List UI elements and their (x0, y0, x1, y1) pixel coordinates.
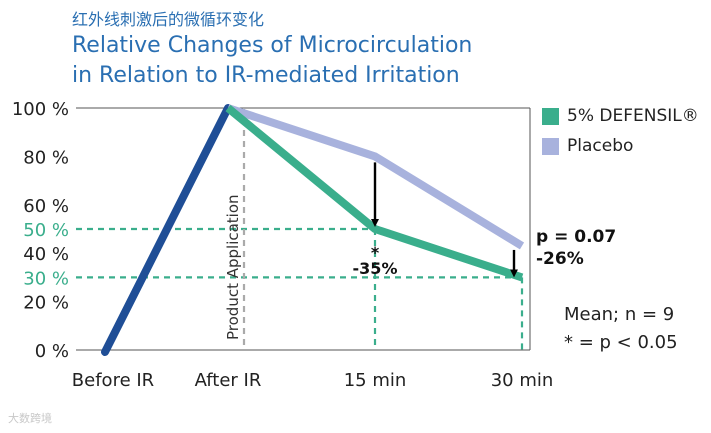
x-tick-label: After IR (195, 370, 262, 391)
annotation-star-15min: * (371, 243, 380, 262)
note-mean: Mean; n = 9 (564, 304, 675, 325)
y-tick-label: 80 % (23, 147, 69, 168)
product-application-label: Product Application (224, 194, 242, 340)
legend-item-defensil: 5% DEFENSIL® (542, 106, 699, 126)
x-tick-label: 30 min (491, 370, 554, 391)
chart-title-line1: Relative Changes of Microcirculation (72, 33, 473, 58)
chart-title-line2: in Relation to IR-mediated Irritation (72, 63, 460, 88)
watermark-text: 大数跨境 (8, 412, 52, 425)
y-tick-label: 100 % (12, 99, 69, 120)
legend-label-defensil: 5% DEFENSIL® (567, 106, 699, 126)
y-tick-label: 50 % (23, 220, 69, 241)
legend-swatch-defensil (542, 107, 559, 125)
x-tick-label: Before IR (72, 370, 154, 391)
annotation-pvalue-30min: p = 0.07 (536, 227, 616, 247)
y-tick-label: 30 % (23, 268, 69, 289)
before-ir-line (101, 104, 232, 356)
y-tick-label: 20 % (23, 293, 69, 314)
annotation-value-15min: -35% (353, 259, 398, 278)
legend-swatch-placebo (542, 137, 559, 155)
legend-item-placebo: Placebo (542, 136, 633, 156)
note-pvalue: * = p < 0.05 (564, 332, 678, 353)
chart-title-chinese: 红外线刺激后的微循环变化 (72, 10, 265, 29)
y-tick-label: 0 % (35, 341, 69, 362)
legend-label-placebo: Placebo (567, 136, 634, 156)
series-line-defensil (225, 104, 524, 282)
y-tick-label: 40 % (23, 244, 69, 265)
x-tick-label: 15 min (344, 370, 407, 391)
y-tick-label: 60 % (23, 196, 69, 217)
annotation-value-30min: -26% (536, 249, 584, 269)
series-line-placebo (226, 104, 525, 250)
